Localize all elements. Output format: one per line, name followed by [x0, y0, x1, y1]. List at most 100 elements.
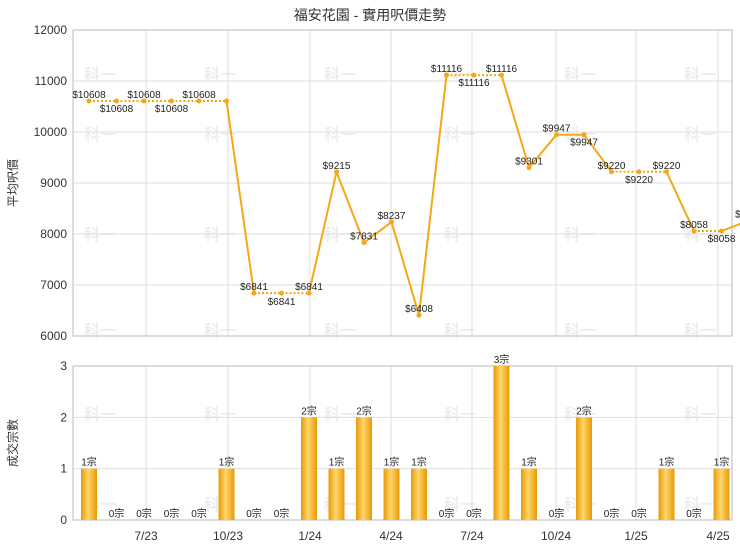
price-point [141, 98, 147, 104]
price-point [279, 290, 284, 296]
price-data-label: $8264 [735, 210, 740, 221]
watermark-text: 科一 [204, 405, 236, 424]
transaction-bar-label: 2宗 [576, 404, 592, 417]
watermark-text: 科一 [84, 125, 116, 144]
price-y-tick-label: 6000 [40, 329, 67, 343]
transaction-bar-label: 0宗 [191, 507, 207, 520]
price-data-label: $11116 [486, 64, 518, 75]
price-data-label: $10608 [72, 90, 106, 101]
price-y-tick-label: 12000 [34, 23, 68, 37]
x-tick-label: 7/23 [134, 529, 158, 543]
watermark-text: 科一 [444, 125, 476, 144]
transaction-bar-label: 2宗 [356, 404, 372, 417]
price-panel-frame [72, 29, 733, 337]
price-point [334, 169, 339, 175]
watermark-text: 科一 [684, 321, 716, 340]
transaction-bar [383, 468, 400, 520]
watermark-text: 科一 [684, 495, 716, 514]
price-point [389, 219, 394, 225]
price-data-label: $9220 [625, 175, 653, 186]
watermark-text: 科一 [444, 405, 476, 424]
transaction-bar [521, 468, 537, 520]
price-y-tick-label: 11000 [35, 74, 68, 88]
watermark-text: 科一 [684, 405, 716, 424]
price-point [196, 98, 202, 104]
watermark-text: 科一 [444, 321, 476, 340]
transaction-bar [356, 417, 372, 520]
x-tick-label: 10/24 [541, 529, 571, 543]
price-data-label: $8058 [708, 234, 736, 245]
price-line-segment [583, 134, 613, 173]
price-data-label: $10608 [127, 90, 161, 101]
price-data-label: $6841 [295, 282, 323, 293]
price-data-label: $10608 [182, 90, 216, 101]
transaction-bar [576, 417, 592, 520]
price-point [499, 72, 504, 78]
transaction-bar-label: 0宗 [136, 507, 152, 520]
transactions-bar-panel: 0 1 2 3 成交宗數 1宗 0宗 0宗 0宗 0宗 1宗 0宗 0宗 2宗 1宗 2宗 1宗 1宗 0宗 0宗 3宗… [5, 353, 733, 543]
price-data-label: $6841 [268, 297, 296, 308]
transaction-bar [81, 468, 97, 520]
price-data-label: $9220 [598, 161, 626, 172]
price-y-tick-label: 8000 [40, 227, 67, 241]
price-y-tick-label: 10000 [34, 125, 68, 139]
price-point [471, 72, 477, 78]
transaction-bar-label: 0宗 [109, 507, 125, 520]
price-data-label: $7831 [350, 232, 378, 243]
transaction-bar-label: 0宗 [274, 507, 290, 520]
transaction-bar-label: 1宗 [714, 456, 730, 469]
price-line-segment [363, 221, 393, 244]
price-point [114, 98, 119, 104]
price-data-label: $9220 [653, 161, 681, 172]
watermark-text: 科一 [324, 321, 356, 340]
transaction-bar [493, 366, 510, 520]
price-data-label: $9947 [570, 138, 598, 149]
watermark-text: 科一 [84, 405, 116, 424]
price-data-label: $11116 [458, 78, 490, 89]
price-line-segment [528, 134, 558, 169]
price-point [609, 169, 614, 175]
chart-title: 福安花園 - 實用呎價走勢 [294, 7, 446, 23]
price-data-label: $10608 [155, 104, 189, 115]
price-point [719, 228, 724, 234]
transaction-bar-label: 1宗 [329, 456, 345, 469]
transaction-bar-label: 0宗 [246, 507, 262, 520]
price-line-segment [721, 222, 740, 232]
x-tick-label: 4/24 [379, 529, 403, 543]
price-data-label: $11116 [431, 64, 463, 75]
x-tick-label: 1/25 [624, 529, 648, 543]
price-data-label: $9301 [515, 157, 543, 168]
price-line-panel: 6000 7000 8000 9000 10000 11000 12000 平均呎價 $1060… [6, 23, 740, 343]
x-tick-label: 10/23 [213, 529, 243, 543]
price-point [224, 98, 229, 104]
price-point [581, 132, 587, 138]
transaction-bar [218, 468, 235, 520]
price-y-tick-label: 9000 [40, 176, 67, 190]
transaction-bar-label: 1宗 [659, 456, 675, 469]
transaction-bar-label: 0宗 [686, 507, 702, 520]
count-y-tick-label: 2 [60, 410, 67, 424]
count-y-axis-label: 成交宗數 [5, 419, 20, 467]
price-point [444, 72, 449, 78]
price-line-segment [665, 171, 695, 232]
price-point [554, 132, 559, 138]
transaction-bar [658, 468, 675, 520]
transaction-bar [301, 417, 317, 520]
transaction-bar-label: 1宗 [219, 456, 235, 469]
price-point [526, 165, 532, 171]
price-point [251, 290, 257, 296]
price-line-segment [225, 100, 255, 294]
price-point [169, 98, 174, 104]
count-y-tick-label: 0 [60, 513, 67, 527]
price-line-segment [500, 74, 530, 168]
price-data-label: $6408 [405, 304, 433, 315]
price-data-label: $9215 [323, 161, 351, 172]
count-y-tick-label: 1 [60, 462, 67, 476]
watermark-text: 科一 [684, 65, 716, 84]
price-line-segment [418, 74, 448, 316]
transaction-bar-label: 1宗 [411, 456, 427, 469]
price-point [636, 169, 642, 175]
x-tick-label: 1/24 [298, 529, 322, 543]
transaction-bar [411, 468, 427, 520]
